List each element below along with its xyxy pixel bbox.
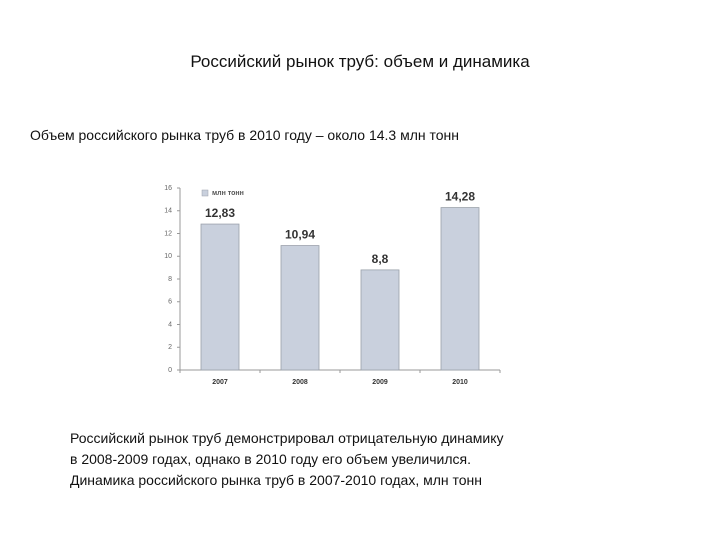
y-tick-label: 2 (168, 344, 172, 351)
bar (200, 223, 240, 371)
y-tick-label: 8 (168, 276, 172, 283)
y-tick-label: 0 (168, 367, 172, 374)
bar (360, 269, 400, 371)
caption-line: Динамика российского рынка труб в 2007-2… (70, 472, 483, 488)
y-tick-label: 10 (164, 253, 172, 260)
value-label: 14,28 (445, 190, 475, 204)
x-tick-label: 2010 (452, 379, 468, 386)
value-label: 12,83 (205, 206, 235, 220)
caption: Российский рынок труб демонстрировал отр… (70, 428, 504, 491)
value-label: 10,94 (285, 228, 315, 242)
x-tick-label: 2008 (292, 379, 308, 386)
legend-label: млн тонн (212, 190, 244, 197)
caption-line: Российский рынок труб демонстрировал отр… (70, 430, 504, 446)
slide-title: Российский рынок труб: объем и динамика (190, 52, 530, 71)
y-tick-label: 14 (164, 208, 172, 215)
y-tick-label: 12 (164, 230, 172, 237)
x-tick-label: 2007 (212, 379, 228, 386)
y-tick-label: 6 (168, 299, 172, 306)
y-tick-label: 16 (164, 185, 172, 192)
bar (440, 207, 480, 371)
x-tick-label: 2009 (372, 379, 388, 386)
intro-text: Объем российского рынка труб в 2010 году… (30, 127, 460, 143)
bar (280, 245, 320, 371)
caption-line: в 2008-2009 годах, однако в 2010 году ег… (70, 451, 471, 467)
y-tick-label: 4 (168, 321, 172, 328)
value-label: 8,8 (372, 252, 389, 266)
legend-swatch (201, 189, 209, 197)
